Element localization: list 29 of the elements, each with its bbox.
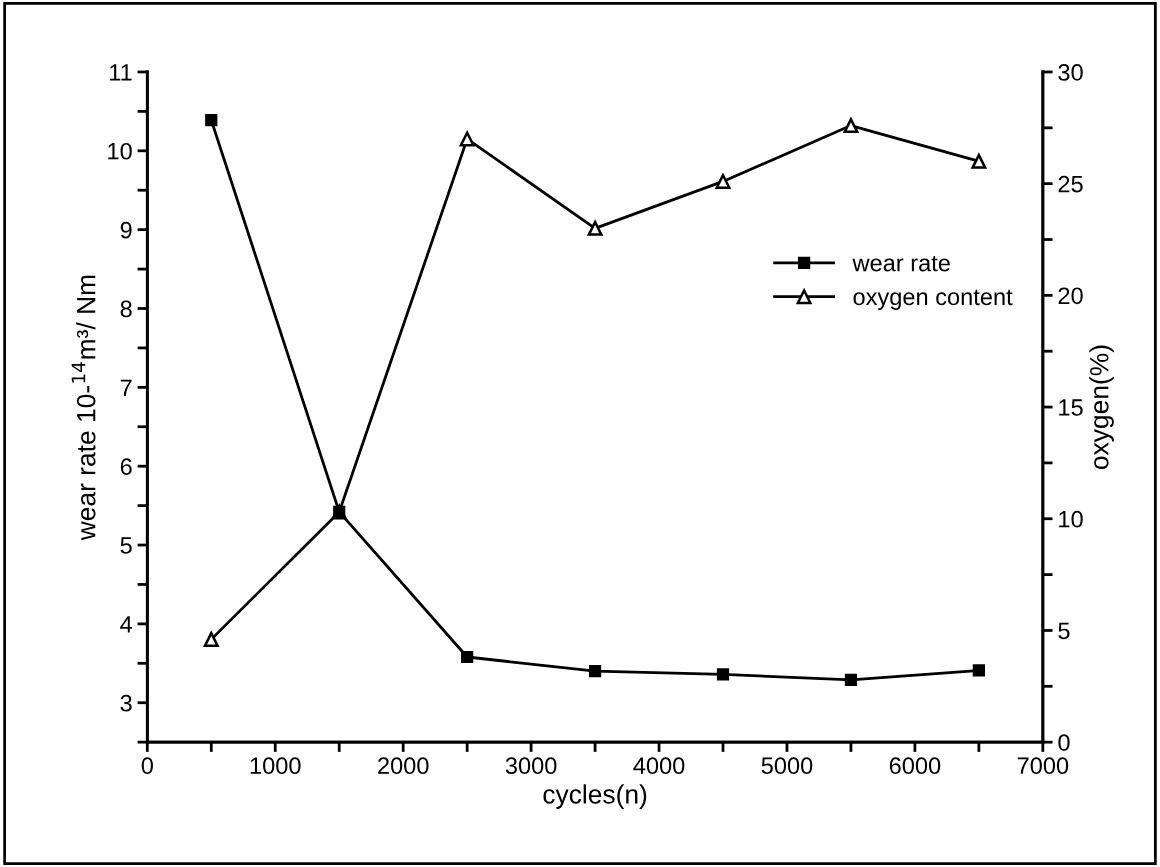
- x-tick-label: 4000: [633, 757, 685, 775]
- x-tick-label: 6000: [889, 757, 941, 775]
- y-tick-label: 8: [120, 300, 132, 318]
- y-tick-label: 4: [120, 616, 133, 633]
- legend-label: wear rate: [852, 255, 950, 272]
- x-tick-label: 0: [141, 757, 153, 775]
- x-tick-label: 3000: [505, 757, 557, 775]
- y2-tick-label: 30: [1058, 64, 1083, 81]
- y2-tick-label: 5: [1058, 622, 1070, 640]
- y-tick-label: 10: [108, 142, 132, 160]
- y-axis-title: wear rate 10-$^{14}$m³/ Nm: [71, 275, 96, 541]
- y-tick-label: 9: [120, 221, 132, 239]
- y-tick-label: 6: [120, 458, 132, 475]
- y2-tick-label: 0: [1058, 734, 1070, 751]
- y2-tick-label: 20: [1058, 287, 1083, 305]
- x-tick-label: 1000: [250, 757, 301, 775]
- y-tick-label: 11: [110, 64, 132, 81]
- x-tick-label: 5000: [761, 757, 813, 775]
- x-tick-label: 7000: [1017, 757, 1069, 775]
- y-tick-label: 3: [120, 694, 132, 712]
- legend-label: oxygen content: [853, 289, 1013, 310]
- x-axis-title: cycles(n): [543, 784, 647, 809]
- y2-tick-label: 25: [1058, 175, 1083, 193]
- y2-tick-label: 15: [1059, 399, 1083, 416]
- y2-tick-label: 10: [1059, 510, 1083, 528]
- y2-axis-title: oxygen(%): [1089, 345, 1114, 470]
- y-tick-label: 7: [120, 379, 132, 396]
- x-tick-label: 2000: [378, 757, 429, 775]
- y-tick-label: 5: [120, 537, 132, 554]
